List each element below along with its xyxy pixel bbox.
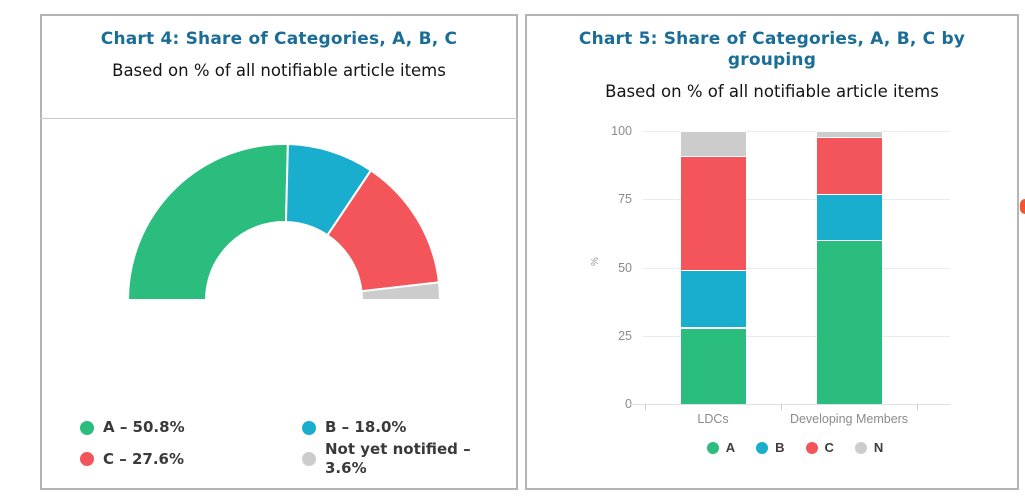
chart4-title: Chart 4: Share of Categories, A, B, C — [100, 29, 458, 49]
bar-developing-members-segment-a — [817, 240, 882, 404]
legend5-swatch-a — [706, 441, 719, 454]
y-tick-label-0: 0 — [625, 397, 632, 411]
legend5-item-c: C — [805, 440, 834, 455]
legend5-item-a: A — [706, 440, 736, 455]
chart4-legend: A – 50.8% B – 18.0% C – 27.6% Not yet no… — [80, 418, 500, 478]
x-category-label-developing-members: Developing Members — [789, 412, 909, 426]
chart4-gauge — [126, 143, 442, 301]
legend5-item-n: N — [854, 440, 884, 455]
x-axis-tick-2 — [917, 404, 918, 410]
legend-item-b: B – 18.0% — [302, 418, 500, 437]
chart5-card: Chart 5: Share of Categories, A, B, C by… — [525, 14, 1019, 490]
bar-developing-members-segment-b — [817, 193, 882, 241]
chart5-subtitle: Based on % of all notifiable article ite… — [605, 82, 939, 101]
legend5-label-n: N — [873, 440, 884, 455]
legend-swatch-b — [302, 420, 316, 435]
chart4-card: Chart 4: Share of Categories, A, B, C Ba… — [40, 14, 518, 490]
legend5-swatch-b — [756, 441, 769, 454]
legend-swatch-c — [80, 452, 94, 466]
gauge-segment-a — [126, 143, 289, 301]
y-tick-label-50: 50 — [618, 260, 632, 275]
bar-ldcs-segment-a — [681, 327, 746, 404]
legend5-swatch-n — [854, 441, 867, 454]
legend-label-b: B – 18.0% — [325, 418, 407, 436]
screen-edge-red-artifact — [1020, 199, 1025, 214]
legend-label-n: Not yet notified – 3.6% — [325, 440, 471, 477]
legend-label-c: C – 27.6% — [103, 449, 184, 468]
x-category-label-ldcs: LDCs — [697, 412, 729, 426]
bar-ldcs-segment-b — [681, 270, 746, 328]
y-tick-label-75: 75 — [618, 192, 632, 207]
chart5-plot: % 0 25 50 75 100 LDCs Developing Members A B C N — [527, 16, 1017, 488]
chart4-divider — [40, 118, 518, 119]
legend5-swatch-c — [805, 441, 818, 454]
gridline-50 — [643, 267, 950, 269]
legend5-item-b: B — [756, 440, 785, 455]
legend5-label-c: C — [824, 440, 834, 455]
legend5-label-b: B — [775, 440, 785, 455]
gridline-75 — [643, 199, 950, 201]
legend-item-a: A – 50.8% — [80, 418, 302, 437]
legend-swatch-n — [302, 452, 316, 466]
gridline-25 — [643, 335, 950, 337]
legend-item-c: C – 27.6% — [80, 440, 302, 478]
legend-swatch-a — [80, 420, 94, 435]
bar-developing-members-segment-n — [817, 131, 882, 137]
legend5-label-a: A — [725, 440, 736, 455]
x-axis-line — [630, 404, 950, 405]
x-axis-tick-0 — [645, 404, 646, 410]
gridline-100 — [643, 131, 950, 132]
legend-label-a: A – 50.8% — [103, 418, 185, 436]
y-tick-label-100: 100 — [611, 124, 632, 138]
x-axis-tick-1 — [781, 404, 782, 410]
bar-ldcs-segment-c — [681, 155, 746, 271]
bar-ldcs-segment-n — [681, 131, 746, 156]
bar-developing-members-segment-c — [817, 136, 882, 194]
legend-item-n: Not yet notified – 3.6% — [302, 440, 500, 478]
y-tick-label-25: 25 — [618, 328, 632, 343]
gauge-segment-not-yet-notified — [360, 281, 442, 301]
chart5-title: Chart 5: Share of Categories, A, B, C by… — [578, 29, 966, 70]
chart4-subtitle: Based on % of all notifiable article ite… — [112, 61, 446, 80]
